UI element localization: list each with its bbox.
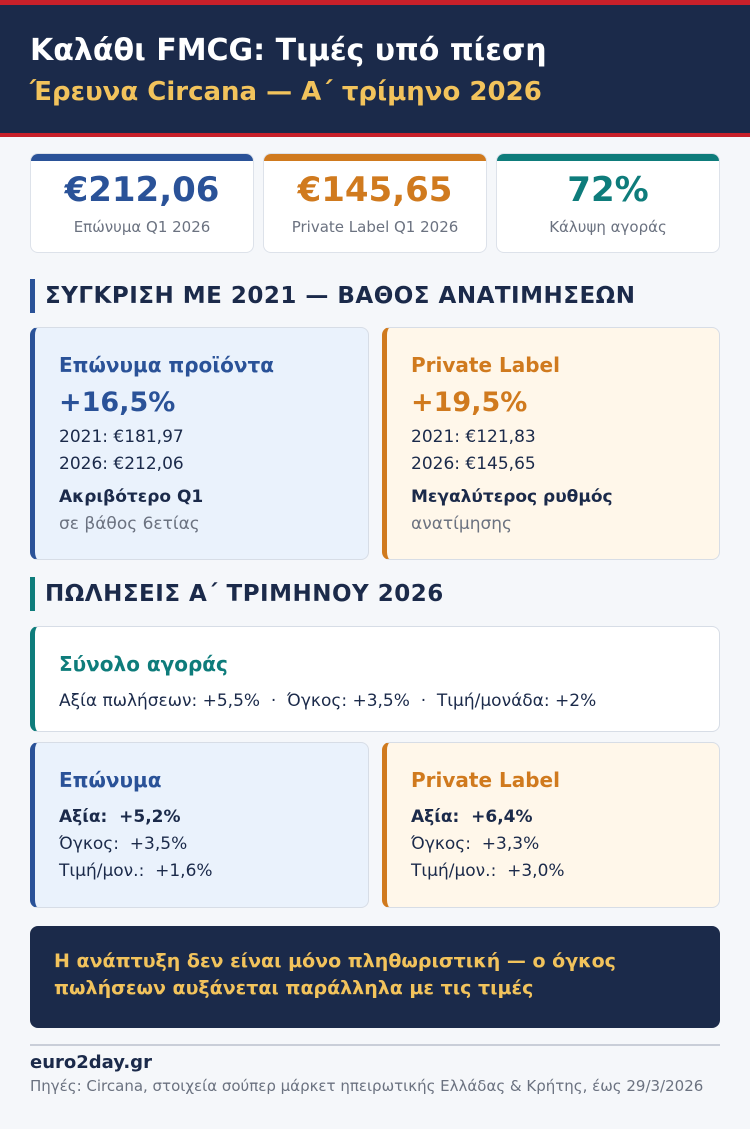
stat-card: 72% Κάλυψη αγοράς: [496, 153, 720, 253]
header: Καλάθι FMCG: Τιμές υπό πίεση Έρευνα Circ…: [0, 0, 750, 137]
sales-card: Επώνυμα Αξία: +5,2% Όγκος: +3,5% Τιμή/μο…: [30, 742, 369, 908]
note: ανατίμησης: [411, 514, 513, 534]
stat-label: Private Label Q1 2026: [291, 218, 459, 236]
stat-label: Κάλυψη αγοράς: [549, 218, 667, 236]
comparison-card: Επώνυμα προϊόντα +16,5% 2021: €181,97 20…: [30, 327, 369, 560]
change: +19,5%: [411, 387, 528, 418]
comparison-card: Private Label +19,5% 2021: €121,83 2026:…: [382, 327, 720, 560]
change: +16,5%: [59, 387, 176, 418]
line: Αξία πωλήσεων: +5,5% · Όγκος: +3,5% · Τι…: [59, 691, 597, 711]
note: σε βάθος 6ετίας: [59, 514, 200, 534]
note-title: Μεγαλύτερος ρυθμός: [411, 487, 613, 507]
line: Αξία: +5,2%: [59, 807, 181, 827]
line: Τιμή/μον.: +1,6%: [59, 861, 213, 881]
divider: [30, 1044, 720, 1046]
line: 2026: €212,06: [59, 454, 184, 474]
line: Αξία: +6,4%: [411, 807, 533, 827]
card-title: Private Label: [411, 353, 560, 377]
section-title: ΣΥΓΚΡΙΣΗ ΜΕ 2021 — ΒΑΘΟΣ ΑΝΑΤΙΜΗΣΕΩΝ: [30, 279, 635, 313]
line: 2026: €145,65: [411, 454, 536, 474]
line: 2021: €121,83: [411, 427, 536, 447]
note-title: Ακριβότερο Q1: [59, 487, 204, 507]
footer-source: Πηγές: Circana, στοιχεία σούπερ μάρκετ η…: [30, 1077, 704, 1095]
line: 2021: €181,97: [59, 427, 184, 447]
line: Όγκος: +3,5%: [59, 834, 188, 854]
stat-value: €212,06: [64, 170, 220, 210]
line: Όγκος: +3,3%: [411, 834, 540, 854]
banner: Η ανάπτυξη δεν είναι μόνο πληθωριστική —…: [30, 926, 720, 1028]
card-title: Επώνυμα προϊόντα: [59, 353, 274, 377]
market-card: Σύνολο αγοράς Αξία πωλήσεων: +5,5% · Όγκ…: [30, 626, 720, 732]
subtitle: Έρευνα Circana — Α΄ τρίμηνο 2026: [30, 77, 542, 107]
stat-card: €212,06 Επώνυμα Q1 2026: [30, 153, 254, 253]
stat-label: Επώνυμα Q1 2026: [73, 218, 211, 236]
stat-card: €145,65 Private Label Q1 2026: [263, 153, 487, 253]
stat-value: €145,65: [297, 170, 453, 210]
card-title: Private Label: [411, 768, 560, 792]
stat-value: 72%: [567, 170, 649, 210]
footer-site: euro2day.gr: [30, 1052, 152, 1073]
sales-card: Private Label Αξία: +6,4% Όγκος: +3,3% Τ…: [382, 742, 720, 908]
card-title: Επώνυμα: [59, 768, 162, 792]
section-title: ΠΩΛΗΣΕΙΣ Α΄ ΤΡΙΜΗΝΟΥ 2026: [30, 577, 444, 611]
line: Τιμή/μον.: +3,0%: [411, 861, 565, 881]
card-title: Σύνολο αγοράς: [59, 652, 228, 676]
title: Καλάθι FMCG: Τιμές υπό πίεση: [30, 33, 547, 68]
